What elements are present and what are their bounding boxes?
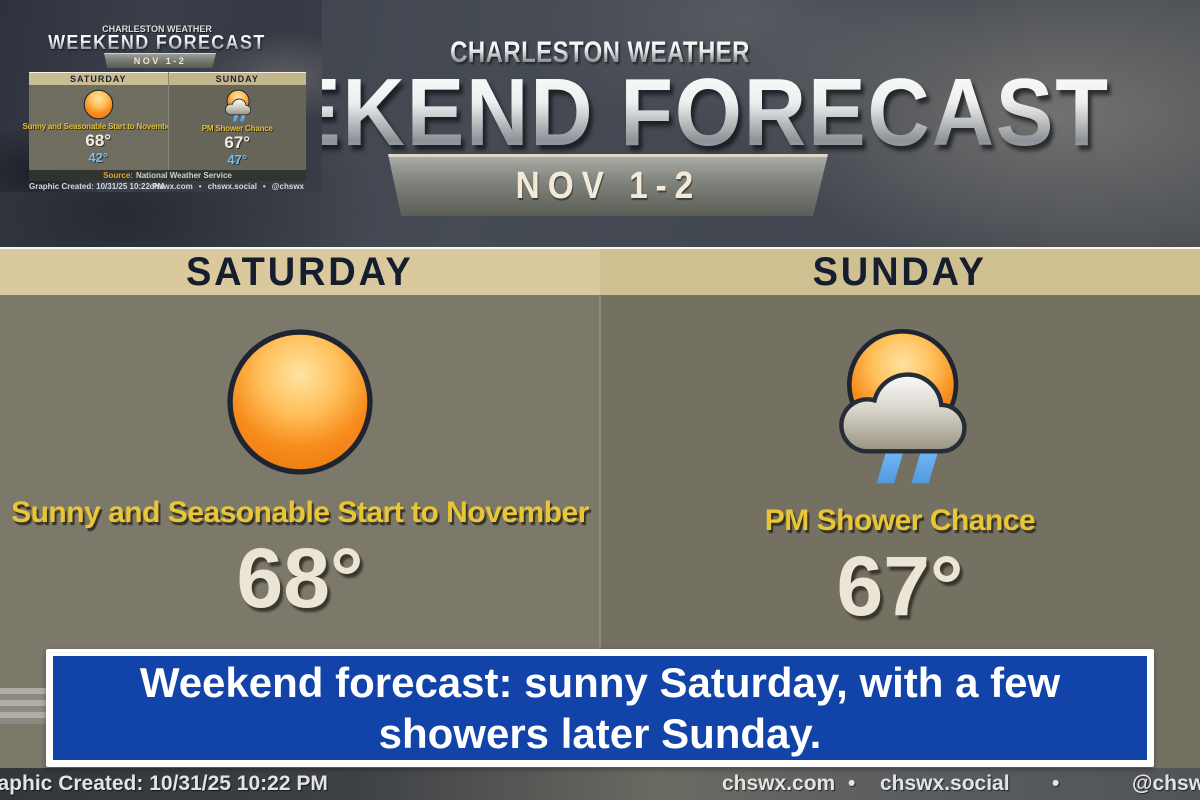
thumb-date-range: NOV 1-2 bbox=[133, 56, 187, 66]
thumb-brand-title: CHARLESTON WEATHER bbox=[102, 24, 212, 34]
date-banner: NOV 1-2 bbox=[388, 154, 828, 216]
thumb-footer-link-handle: @chswx bbox=[271, 182, 304, 191]
caption-line1: Weekend forecast: sunny Saturday, with a… bbox=[139, 659, 1061, 706]
thumb-source-label: Source: bbox=[103, 171, 133, 180]
thumb-forecast-panels: SATURDAY Sunny and Seasonable Start to N… bbox=[22, 72, 306, 170]
caption-banner: Weekend forecast: sunny Saturday, with a… bbox=[46, 649, 1154, 767]
sun-icon bbox=[224, 326, 376, 478]
thumb-sunday-caption: PM Shower Chance bbox=[201, 124, 273, 133]
thumb-saturday-header: SATURDAY bbox=[29, 72, 168, 85]
saturday-high-temp: 68° bbox=[236, 531, 364, 625]
caption-line2: showers later Sunday. bbox=[378, 710, 822, 757]
thumb-saturday-panel: SATURDAY Sunny and Seasonable Start to N… bbox=[22, 72, 174, 170]
thumb-saturday-caption: Sunny and Seasonable Start to November bbox=[22, 122, 175, 131]
thumb-sun-rain-shower-icon-svg bbox=[221, 89, 254, 122]
sunday-header: SUNDAY bbox=[600, 247, 1200, 295]
thumb-source-line: Source: National Weather Service bbox=[29, 170, 306, 181]
thumb-sun-icon bbox=[83, 89, 114, 120]
thumb-sun-rain-shower-icon bbox=[221, 89, 254, 122]
saturday-label: SATURDAY bbox=[186, 249, 414, 294]
thumb-footer-link-social: chswx.social bbox=[207, 182, 257, 191]
saturday-caption: Sunny and Seasonable Start to November bbox=[11, 496, 589, 529]
thumb-sun-icon-svg bbox=[83, 89, 114, 120]
thumb-main-title: WEEKEND FORECAST bbox=[0, 32, 314, 55]
thumb-saturday-low-temp: 42° bbox=[88, 149, 109, 165]
footer-link-handle: @chswx bbox=[1132, 772, 1200, 795]
thumb-sunday-low-temp: 47° bbox=[227, 151, 248, 167]
brand-title: CHARLESTON WEATHER bbox=[450, 36, 750, 69]
sunday-high-temp: 67° bbox=[836, 539, 964, 633]
sun-rain-shower-icon bbox=[820, 326, 980, 486]
footer-link-social: chswx.social bbox=[880, 772, 1010, 795]
preview-thumbnail: CHARLESTON WEATHER WEEKEND FORECAST NOV … bbox=[0, 0, 322, 192]
footer-link-site: chswx.com bbox=[722, 772, 836, 795]
background-artifact bbox=[0, 688, 46, 724]
thumb-sunday-high-temp: 67° bbox=[224, 133, 251, 152]
thumb-created-timestamp: Graphic Created: 10/31/25 10:22 PM bbox=[29, 182, 165, 191]
sun-icon-svg bbox=[224, 326, 376, 478]
thumb-footer-separator: • bbox=[198, 182, 202, 191]
created-timestamp: Graphic Created: 10/31/25 10:22 PM bbox=[0, 772, 328, 795]
footer-separator: • bbox=[848, 772, 856, 795]
thumb-sunday-panel: SUNDAY PM Shower Chance 67° 47° bbox=[167, 72, 306, 170]
thumb-main-title-text: WEEKEND FORECAST bbox=[48, 32, 266, 54]
footer-separator: • bbox=[1052, 772, 1060, 795]
thumb-sunday-label: SUNDAY bbox=[215, 74, 259, 84]
thumb-saturday-label: SATURDAY bbox=[69, 74, 127, 84]
saturday-header: SATURDAY bbox=[0, 247, 600, 295]
thumb-footer-separator: • bbox=[262, 182, 266, 191]
thumb-saturday-high-temp: 68° bbox=[85, 131, 112, 150]
sun-rain-shower-icon-svg bbox=[820, 326, 980, 486]
sunday-label: SUNDAY bbox=[812, 249, 988, 294]
thumb-source-name: National Weather Service bbox=[135, 171, 232, 180]
footer-bar: Graphic Created: 10/31/25 10:22 PM chswx… bbox=[0, 768, 1200, 800]
panel-divider bbox=[599, 295, 601, 770]
thumb-footer-link-site: chswx.com bbox=[149, 182, 193, 191]
thumb-date-banner: NOV 1-2 bbox=[104, 53, 216, 68]
thumb-footer-links: chswx.com • chswx.social • @chswx bbox=[150, 182, 304, 191]
thumb-footer-bar: Graphic Created: 10/31/25 10:22 PM chswx… bbox=[0, 181, 322, 192]
sunday-caption: PM Shower Chance bbox=[764, 504, 1036, 537]
thumb-sunday-header: SUNDAY bbox=[168, 72, 306, 85]
date-range: NOV 1-2 bbox=[515, 165, 701, 207]
